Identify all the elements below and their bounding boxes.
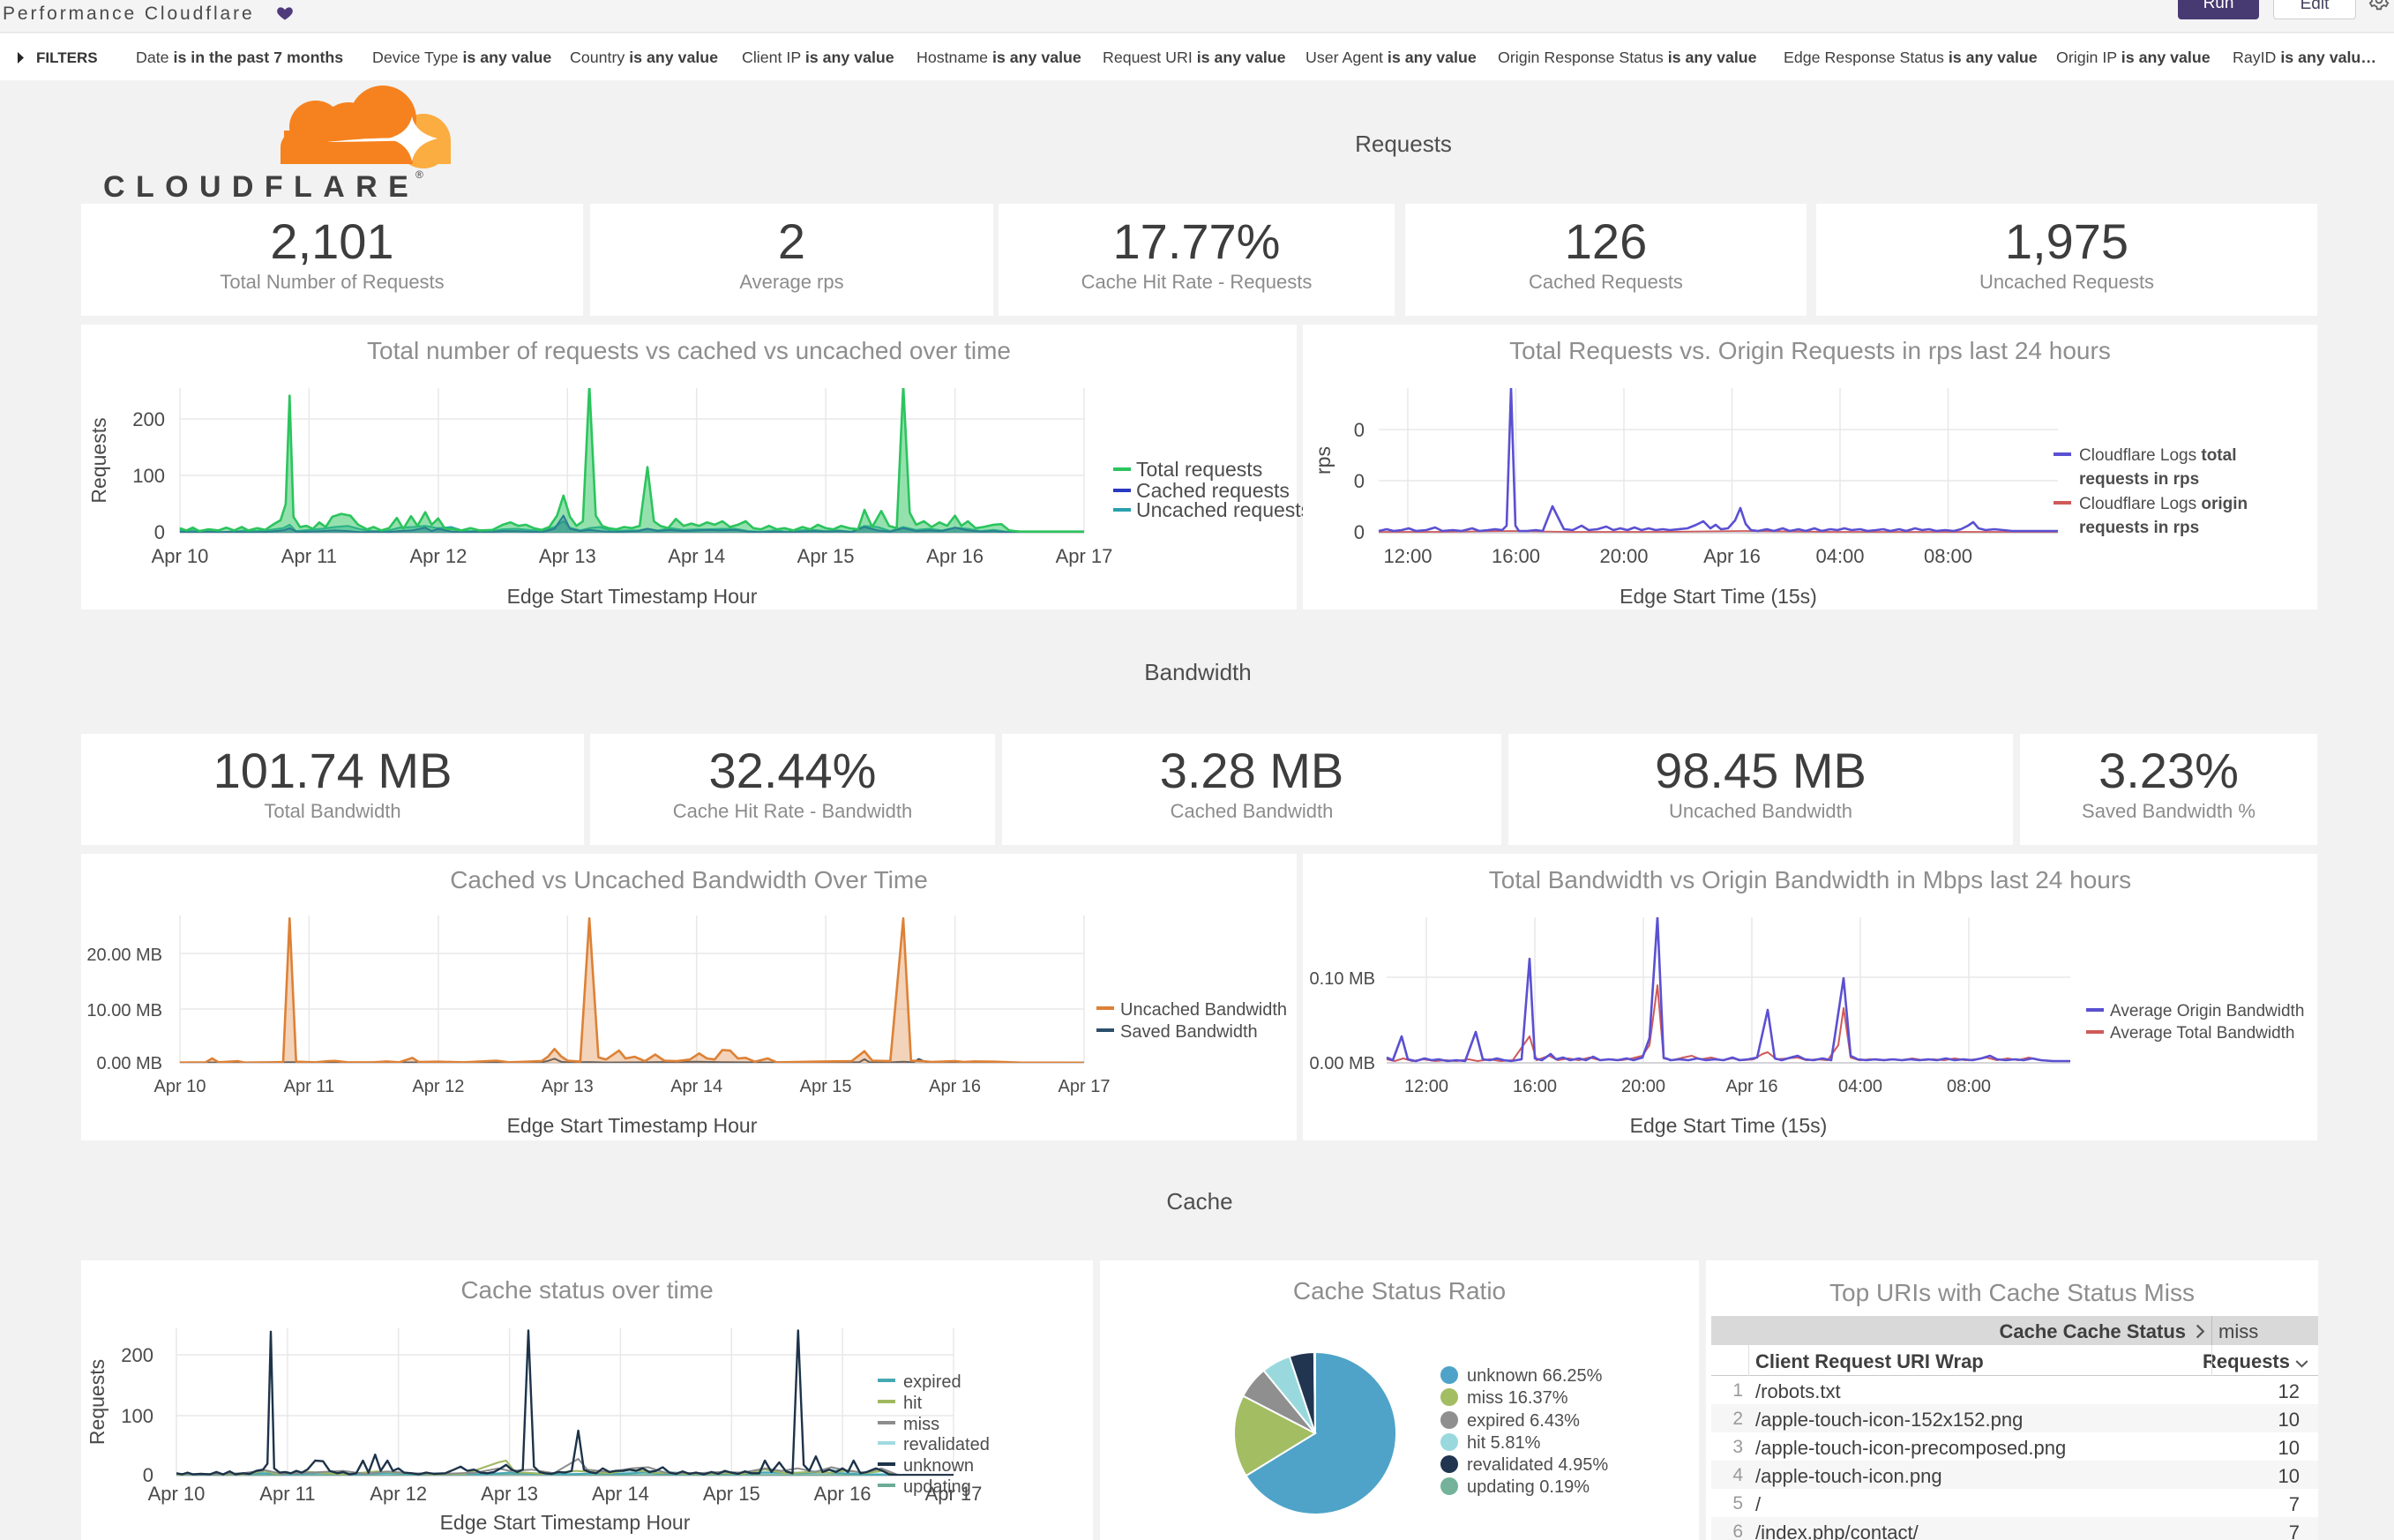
svg-text:Apr 15: Apr 15	[797, 545, 855, 567]
svg-text:unknown 66.25%: unknown 66.25%	[1467, 1366, 1603, 1386]
svg-text:Total Bandwidth vs Origin Band: Total Bandwidth vs Origin Bandwidth in M…	[1489, 866, 2131, 893]
svg-text:Uncached Bandwidth: Uncached Bandwidth	[1120, 1000, 1287, 1020]
svg-text:20.00 MB: 20.00 MB	[86, 946, 162, 965]
svg-text:unknown: unknown	[903, 1456, 974, 1476]
svg-text:Cached vs Uncached Bandwidth O: Cached vs Uncached Bandwidth Over Time	[450, 866, 928, 893]
svg-text:0.10 MB: 0.10 MB	[1310, 969, 1375, 989]
svg-text:20:00: 20:00	[1621, 1077, 1665, 1096]
svg-text:Cloudflare Logs total: Cloudflare Logs total	[2079, 446, 2236, 465]
svg-text:Apr 10: Apr 10	[148, 1483, 206, 1505]
svg-text:requests in rps: requests in rps	[2079, 519, 2199, 537]
svg-text:0: 0	[1354, 419, 1365, 441]
svg-text:Total number of requests vs ca: Total number of requests vs cached vs un…	[367, 337, 1011, 364]
svg-text:08:00: 08:00	[1924, 545, 1972, 567]
svg-text:Apr 17: Apr 17	[1059, 1077, 1111, 1096]
svg-text:20:00: 20:00	[1599, 545, 1648, 567]
svg-text:Average Origin Bandwidth: Average Origin Bandwidth	[2110, 1002, 2304, 1020]
svg-text:Total Requests vs. Origin Requ: Total Requests vs. Origin Requests in rp…	[1509, 337, 2111, 364]
svg-text:Edge Start Timestamp Hour: Edge Start Timestamp Hour	[507, 1114, 758, 1137]
svg-text:Cache Status Ratio: Cache Status Ratio	[1293, 1277, 1506, 1305]
svg-text:Average Total Bandwidth: Average Total Bandwidth	[2110, 1024, 2295, 1043]
svg-text:updating: updating	[903, 1477, 971, 1497]
svg-text:16:00: 16:00	[1513, 1077, 1557, 1096]
svg-text:expired: expired	[903, 1372, 961, 1392]
svg-text:CLOUDFLARE: CLOUDFLARE	[103, 170, 419, 204]
svg-text:rps: rps	[1312, 446, 1335, 475]
svg-text:08:00: 08:00	[1947, 1077, 1991, 1096]
svg-text:Edge Start Timestamp Hour: Edge Start Timestamp Hour	[440, 1511, 691, 1534]
svg-text:Apr 11: Apr 11	[259, 1483, 315, 1505]
svg-text:Apr 17: Apr 17	[1056, 545, 1113, 567]
svg-text:Apr 13: Apr 13	[542, 1077, 594, 1096]
svg-text:10.00 MB: 10.00 MB	[86, 1001, 162, 1020]
svg-text:Apr 12: Apr 12	[370, 1483, 427, 1505]
svg-text:Apr 10: Apr 10	[154, 1077, 206, 1096]
svg-text:Edge Start Time (15s): Edge Start Time (15s)	[1630, 1114, 1828, 1137]
svg-text:Apr 13: Apr 13	[539, 545, 596, 567]
svg-text:0: 0	[1354, 521, 1365, 543]
svg-text:Apr 16: Apr 16	[1703, 545, 1761, 567]
svg-text:200: 200	[132, 408, 165, 430]
svg-text:12:00: 12:00	[1383, 545, 1432, 567]
svg-text:Apr 14: Apr 14	[592, 1483, 649, 1505]
svg-text:12:00: 12:00	[1404, 1077, 1448, 1096]
svg-text:04:00: 04:00	[1815, 545, 1864, 567]
svg-text:Apr 11: Apr 11	[281, 545, 337, 567]
svg-text:miss 16.37%: miss 16.37%	[1467, 1388, 1568, 1408]
svg-text:Apr 16: Apr 16	[1726, 1077, 1778, 1096]
svg-text:Uncached requests: Uncached requests	[1136, 498, 1311, 521]
svg-text:Apr 13: Apr 13	[481, 1483, 538, 1505]
svg-text:16:00: 16:00	[1492, 545, 1540, 567]
svg-text:0: 0	[1354, 470, 1365, 492]
svg-text:Cloudflare Logs origin: Cloudflare Logs origin	[2079, 495, 2248, 513]
svg-text:Apr 16: Apr 16	[814, 1483, 872, 1505]
svg-text:0.00 MB: 0.00 MB	[97, 1054, 162, 1073]
svg-text:100: 100	[132, 465, 165, 487]
svg-text:expired 6.43%: expired 6.43%	[1467, 1411, 1580, 1431]
svg-text:0: 0	[143, 1464, 153, 1486]
svg-text:0.00 MB: 0.00 MB	[1310, 1054, 1375, 1073]
svg-text:Requests: Requests	[86, 1359, 108, 1445]
svg-text:Apr 16: Apr 16	[929, 1077, 981, 1096]
svg-text:hit: hit	[903, 1394, 923, 1413]
svg-text:Saved Bandwidth: Saved Bandwidth	[1120, 1022, 1258, 1042]
svg-text:04:00: 04:00	[1838, 1077, 1882, 1096]
svg-text:revalidated: revalidated	[903, 1435, 990, 1454]
svg-text:Cached requests: Cached requests	[1136, 479, 1290, 502]
svg-text:requests in rps: requests in rps	[2079, 470, 2199, 489]
svg-text:hit 5.81%: hit 5.81%	[1467, 1433, 1541, 1453]
svg-text:updating 0.19%: updating 0.19%	[1467, 1477, 1590, 1497]
svg-text:Apr 12: Apr 12	[412, 1077, 464, 1096]
svg-text:miss: miss	[903, 1415, 939, 1434]
svg-text:Total requests: Total requests	[1136, 458, 1262, 481]
svg-text:Apr 17: Apr 17	[925, 1483, 983, 1505]
svg-text:Apr 10: Apr 10	[152, 545, 209, 567]
svg-text:Apr 11: Apr 11	[284, 1077, 334, 1096]
svg-text:revalidated 4.95%: revalidated 4.95%	[1467, 1455, 1608, 1475]
svg-text:Apr 14: Apr 14	[670, 1077, 722, 1096]
svg-text:Apr 12: Apr 12	[409, 545, 467, 567]
svg-text:Apr 15: Apr 15	[703, 1483, 760, 1505]
svg-text:Requests: Requests	[87, 417, 110, 503]
svg-text:200: 200	[121, 1344, 153, 1366]
svg-text:Apr 14: Apr 14	[668, 545, 725, 567]
svg-text:®: ®	[415, 168, 423, 181]
svg-text:Edge Start Timestamp Hour: Edge Start Timestamp Hour	[507, 585, 758, 608]
svg-text:100: 100	[121, 1405, 153, 1427]
svg-text:Cache status over time: Cache status over time	[460, 1276, 713, 1304]
svg-text:Edge Start Time (15s): Edge Start Time (15s)	[1620, 585, 1817, 608]
svg-text:Apr 15: Apr 15	[800, 1077, 852, 1096]
svg-text:Apr 16: Apr 16	[926, 545, 984, 567]
svg-text:0: 0	[154, 521, 165, 543]
